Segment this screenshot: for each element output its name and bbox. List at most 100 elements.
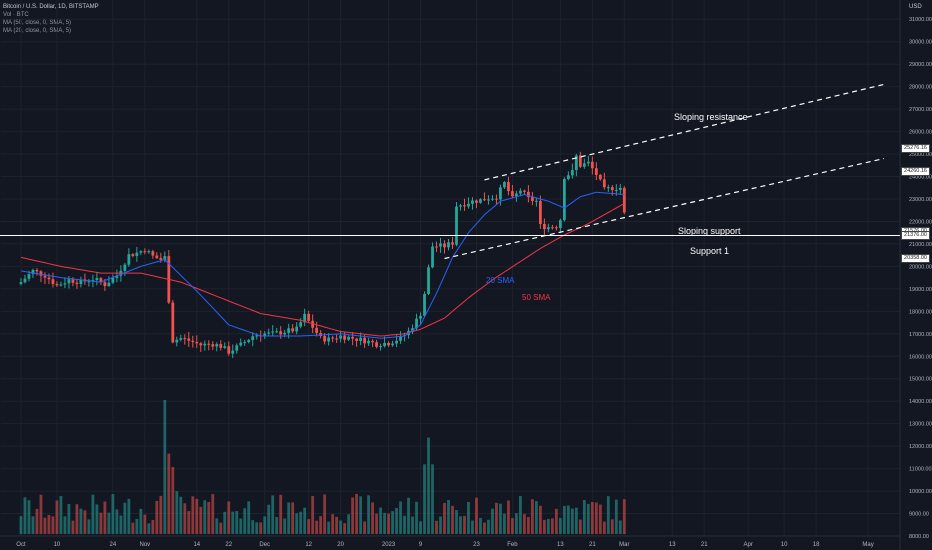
header-ma50[interactable]: MA (50, close, 0, SMA, 5)	[3, 20, 72, 26]
candle	[594, 168, 598, 175]
candle	[135, 252, 139, 256]
price-tick-label: 23000.00	[909, 197, 932, 203]
volume-bar	[223, 511, 227, 534]
candle	[215, 344, 219, 347]
price-axis[interactable]: 31000.00 30000.00 29000.00 28000.00 27000.00…	[909, 17, 932, 540]
volume-bar	[507, 500, 510, 534]
time-tick-label: 18	[813, 542, 820, 548]
volume-bar	[395, 508, 398, 534]
header-volume[interactable]: Vol · BTC	[3, 12, 29, 18]
candle	[95, 278, 99, 281]
header-symbol[interactable]: Bitcoin / U.S. Dollar, 1D, BITSTAMP	[3, 4, 99, 10]
candle	[63, 283, 67, 285]
volume-bar	[363, 521, 366, 534]
price-tick-label: 9000.00	[909, 512, 929, 518]
candle	[590, 161, 594, 169]
volume-bar	[618, 520, 622, 534]
volume-bar	[614, 499, 618, 534]
time-tick-label: 14	[193, 542, 200, 548]
candle	[127, 254, 131, 265]
volume-bar	[419, 521, 422, 534]
candle	[515, 193, 518, 197]
volume-bar	[99, 512, 103, 534]
candle	[562, 179, 566, 221]
candle	[570, 170, 574, 176]
candle	[379, 346, 382, 348]
price-tick-label: 31000.00	[909, 17, 932, 23]
price-tick-label: 14000.00	[909, 399, 932, 405]
volume-bar	[439, 516, 442, 534]
time-tick-label: 10	[54, 542, 61, 548]
volume-bar	[447, 499, 450, 534]
volume-bar	[71, 520, 75, 534]
time-tick-label: 13	[557, 542, 564, 548]
volume-bar	[159, 495, 163, 534]
candles	[19, 151, 626, 359]
volume-bar	[383, 512, 386, 534]
candle	[363, 337, 366, 344]
candle	[622, 187, 626, 213]
volume-bar	[495, 502, 498, 534]
volume-bar	[483, 522, 486, 534]
header-ma20[interactable]: MA (20, close, 0, SMA, 5)	[3, 28, 72, 34]
volume-bar	[43, 517, 47, 534]
volume-bar	[147, 523, 151, 534]
candle	[247, 340, 251, 343]
price-tick-label: 10000.00	[909, 489, 932, 495]
volume-bar	[307, 519, 311, 534]
volume-bar	[335, 516, 339, 534]
volume-bar	[31, 516, 35, 534]
volume-bar	[578, 519, 582, 534]
candle	[91, 280, 95, 282]
candle	[554, 227, 558, 229]
volume-bar	[283, 518, 287, 534]
volume-bar	[347, 514, 351, 534]
candle	[303, 313, 307, 323]
volume-bar	[123, 502, 127, 534]
candle	[618, 187, 622, 190]
volume-bar	[291, 502, 295, 534]
volume-bar	[491, 508, 494, 534]
candle	[598, 174, 602, 180]
price-tick-label: 22000.00	[909, 219, 932, 225]
candle	[419, 315, 422, 319]
price-tick-label: 8000.00	[909, 534, 929, 540]
price-tick-label: 12000.00	[909, 444, 932, 450]
candle	[351, 336, 355, 339]
candle	[27, 274, 31, 279]
candle	[523, 190, 526, 192]
volume-bar	[403, 515, 406, 534]
candle	[331, 337, 335, 339]
volume-bar	[391, 511, 394, 534]
candle	[199, 343, 203, 346]
candle	[451, 242, 454, 245]
volume-bar	[598, 504, 602, 534]
volume-bar	[279, 494, 283, 534]
candle	[79, 279, 83, 285]
candle	[51, 279, 55, 285]
volume-bar	[267, 504, 271, 534]
time-tick-label: May	[862, 542, 873, 548]
volume-bar	[327, 521, 331, 534]
volume-bar	[451, 505, 454, 534]
candle	[147, 251, 151, 253]
volume-bar	[35, 508, 39, 534]
candle	[231, 350, 235, 354]
candle	[87, 281, 91, 283]
candle	[511, 191, 514, 197]
volume-bar	[311, 496, 315, 534]
volume-bar	[59, 495, 63, 534]
candle	[263, 333, 267, 336]
candle	[535, 200, 538, 202]
candle	[491, 198, 494, 200]
volume-bar	[435, 520, 438, 534]
volume-bar	[103, 501, 107, 534]
currency-label: USD	[909, 4, 922, 10]
time-axis[interactable]: Oct 10 24 Nov 14 22 Dec 12 20 2023 9 23 Feb 13 21 Mar 13…	[16, 542, 873, 548]
candle	[211, 344, 215, 347]
volume-bar	[471, 520, 474, 534]
volume-bar	[455, 510, 458, 534]
volume-bar	[287, 502, 291, 534]
candle	[606, 187, 610, 189]
